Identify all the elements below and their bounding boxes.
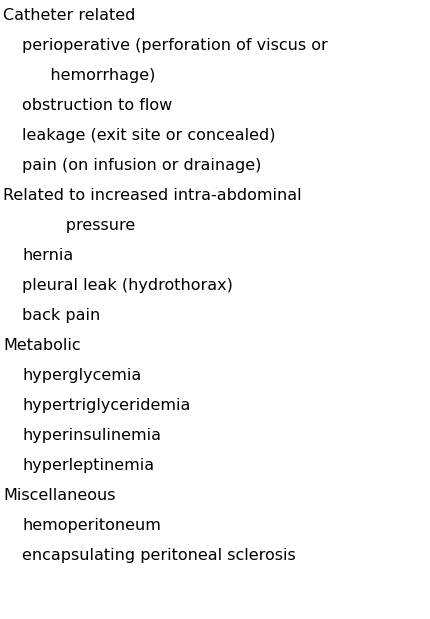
Text: hyperglycemia: hyperglycemia [22,368,141,383]
Text: hemorrhage): hemorrhage) [35,68,155,83]
Text: hemoperitoneum: hemoperitoneum [22,518,161,533]
Text: Miscellaneous: Miscellaneous [3,488,116,503]
Text: perioperative (perforation of viscus or: perioperative (perforation of viscus or [22,38,328,53]
Text: Catheter related: Catheter related [3,8,135,23]
Text: pain (on infusion or drainage): pain (on infusion or drainage) [22,158,261,173]
Text: Related to increased intra-abdominal: Related to increased intra-abdominal [3,188,301,203]
Text: encapsulating peritoneal sclerosis: encapsulating peritoneal sclerosis [22,548,296,563]
Text: obstruction to flow: obstruction to flow [22,98,172,113]
Text: hernia: hernia [22,248,73,263]
Text: hyperleptinemia: hyperleptinemia [22,458,154,473]
Text: pressure: pressure [35,218,135,233]
Text: back pain: back pain [22,308,100,323]
Text: hypertriglyceridemia: hypertriglyceridemia [22,398,190,413]
Text: leakage (exit site or concealed): leakage (exit site or concealed) [22,128,276,143]
Text: hyperinsulinemia: hyperinsulinemia [22,428,161,443]
Text: Metabolic: Metabolic [3,338,81,353]
Text: pleural leak (hydrothorax): pleural leak (hydrothorax) [22,278,233,293]
